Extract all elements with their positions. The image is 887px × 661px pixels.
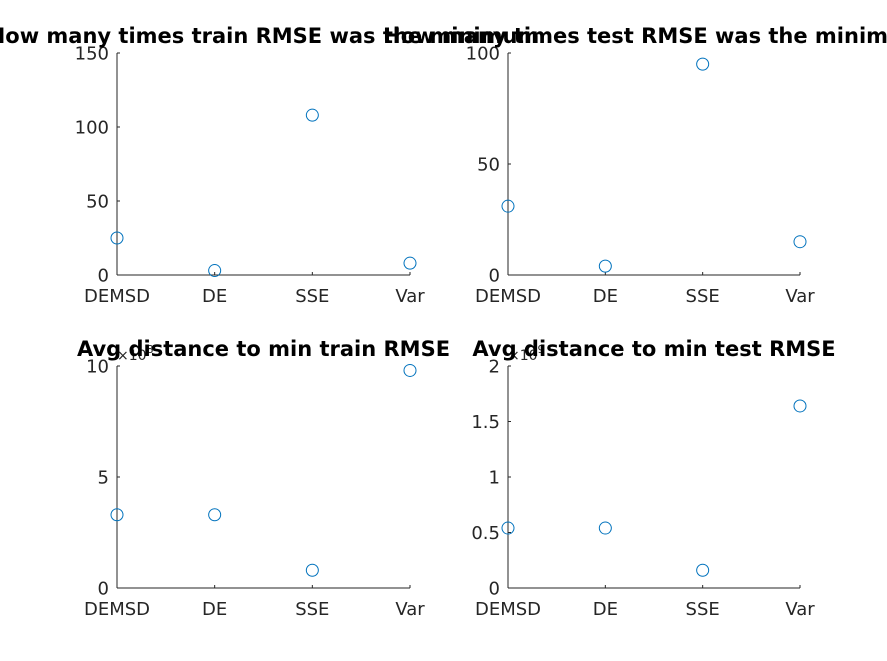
y-tick-label: 50 — [86, 192, 109, 213]
x-tick-label: Var — [395, 599, 425, 620]
x-tick-label: DEMSD — [475, 599, 541, 620]
data-point — [305, 108, 319, 122]
x-tick-label: DEMSD — [84, 599, 150, 620]
subplot-2: 0 50 100 DEMSD DE SSE Var How many times test R… — [383, 24, 887, 307]
x-tick-label: Var — [785, 599, 815, 620]
data-point — [696, 57, 710, 71]
data-point — [305, 563, 319, 577]
x-tick-label: SSE — [686, 286, 720, 307]
data-point — [110, 508, 124, 522]
data-point — [793, 399, 807, 413]
x-tick-label: DE — [202, 286, 227, 307]
y-tick-label: 2 — [489, 357, 500, 378]
y-tick-label: 100 — [75, 118, 109, 139]
data-point — [793, 235, 807, 249]
subplot-1: 0 50 100 150 DEMSD DE SSE Var How many times tra… — [0, 24, 539, 307]
data-point — [403, 256, 417, 270]
x-tick-label: DEMSD — [475, 286, 541, 307]
data-point — [598, 521, 612, 535]
x-tick-label: SSE — [686, 599, 720, 620]
chart-title: How many times test RMSE was the minimum — [383, 24, 887, 48]
x-tick-label: Var — [785, 286, 815, 307]
y-exponent-label: ×108 — [117, 343, 154, 364]
y-tick-label: 150 — [75, 44, 109, 65]
y-tick-label: 1.5 — [471, 412, 500, 433]
y-tick-label: 0.5 — [471, 523, 500, 544]
data-point — [501, 199, 515, 213]
x-tick-label: SSE — [295, 286, 329, 307]
y-tick-label: 0 — [489, 266, 500, 287]
x-tick-label: SSE — [295, 599, 329, 620]
y-tick-label: 10 — [86, 357, 109, 378]
y-exponent-label: ×109 — [508, 343, 545, 364]
data-point — [208, 508, 222, 522]
y-tick-label: 1 — [489, 468, 500, 489]
data-point — [403, 363, 417, 377]
chart-title: Avg distance to min test RMSE — [472, 337, 835, 361]
x-tick-label: DEMSD — [84, 286, 150, 307]
x-tick-label: DE — [593, 599, 618, 620]
y-tick-label: 100 — [466, 44, 500, 65]
y-tick-label: 0 — [489, 579, 500, 600]
chart-title: Avg distance to min train RMSE — [77, 337, 450, 361]
y-tick-label: 50 — [477, 155, 500, 176]
chart-title: How many times train RMSE was the minimu… — [0, 24, 539, 48]
data-point — [501, 521, 515, 535]
data-point — [696, 563, 710, 577]
data-point — [598, 259, 612, 273]
data-point — [110, 231, 124, 245]
x-tick-label: DE — [593, 286, 618, 307]
y-tick-label: 5 — [98, 468, 109, 489]
y-tick-label: 0 — [98, 266, 109, 287]
x-tick-label: DE — [202, 599, 227, 620]
data-point — [208, 264, 222, 278]
y-tick-label: 0 — [98, 579, 109, 600]
x-tick-label: Var — [395, 286, 425, 307]
